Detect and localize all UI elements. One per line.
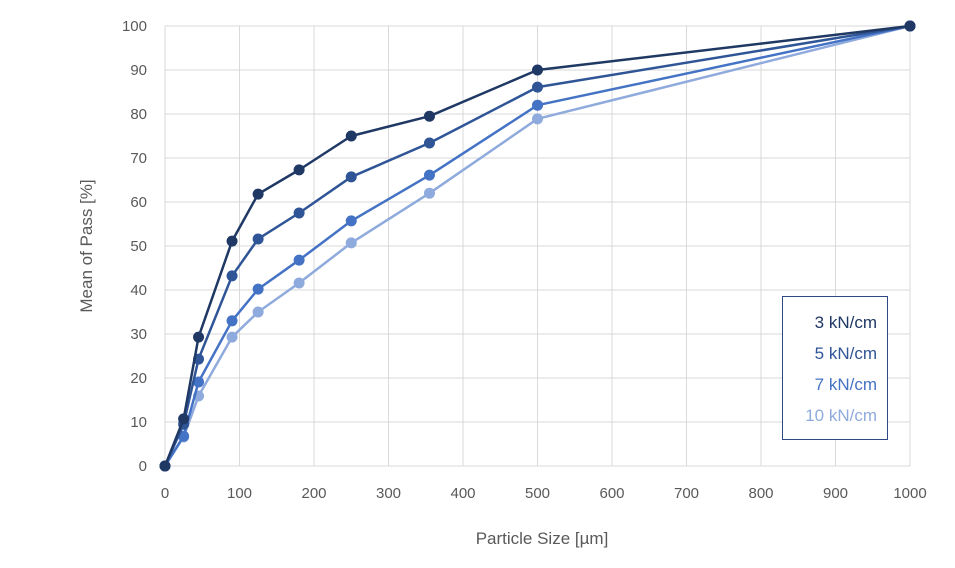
series-line	[163, 24, 911, 467]
y-tick-label: 70	[130, 150, 147, 167]
x-tick-label: 400	[450, 485, 475, 502]
data-point	[345, 215, 357, 227]
x-tick-label: 700	[674, 485, 699, 502]
data-point	[252, 188, 264, 200]
x-tick-label: 300	[376, 485, 401, 502]
data-point	[532, 81, 543, 93]
data-point	[293, 277, 305, 289]
data-point	[345, 237, 357, 249]
legend-entry-7kn: 7 kN/cm	[814, 375, 877, 394]
x-tick-label: 100	[227, 485, 252, 502]
data-point	[293, 207, 305, 219]
data-point	[532, 99, 543, 111]
series-line	[163, 24, 911, 467]
data-point	[345, 171, 357, 183]
gridlines	[164, 25, 911, 467]
y-tick-label: 80	[130, 106, 147, 123]
y-tick-label: 10	[130, 414, 147, 431]
data-point	[159, 460, 171, 472]
y-tick-label: 0	[139, 458, 147, 475]
legend: 3 kN/cm 5 kN/cm 7 kN/cm 10 kN/cm	[782, 296, 888, 440]
y-tick-label: 60	[130, 194, 147, 211]
data-point	[345, 130, 357, 142]
x-tick-label: 200	[301, 485, 326, 502]
data-point	[226, 315, 238, 327]
data-point	[423, 110, 435, 122]
y-tick-label: 100	[122, 18, 147, 35]
data-point	[293, 164, 305, 176]
y-tick-label: 40	[130, 282, 147, 299]
y-tick-label: 20	[130, 370, 147, 387]
data-point	[423, 187, 435, 199]
x-tick-label: 600	[599, 485, 624, 502]
legend-entry-3kn: 3 kN/cm	[814, 313, 877, 332]
series-group	[159, 20, 916, 472]
data-point	[252, 233, 264, 245]
x-tick-label: 800	[748, 485, 773, 502]
data-point	[226, 235, 238, 247]
data-point	[904, 20, 916, 32]
x-tick-label: 1000	[893, 485, 926, 502]
data-point	[252, 306, 264, 318]
data-point	[423, 137, 435, 149]
x-tick-label: 0	[161, 485, 169, 502]
x-axis-label: Particle Size [µm]	[476, 529, 609, 548]
data-point	[226, 331, 238, 343]
data-point	[193, 331, 205, 343]
legend-entry-5kn: 5 kN/cm	[814, 344, 877, 363]
y-tick-label: 50	[130, 238, 147, 255]
data-point	[226, 270, 238, 282]
y-tick-label: 30	[130, 326, 147, 343]
data-point	[178, 413, 190, 425]
data-point	[293, 254, 305, 266]
x-tick-label: 900	[823, 485, 848, 502]
data-point	[532, 64, 543, 76]
series-line	[163, 24, 911, 467]
legend-entry-10kn: 10 kN/cm	[805, 406, 877, 425]
data-point	[532, 113, 543, 125]
data-point	[423, 169, 435, 181]
y-tick-label: 90	[130, 62, 147, 79]
series-line	[163, 24, 911, 467]
data-point	[193, 376, 205, 388]
x-tick-label: 500	[525, 485, 550, 502]
data-point	[252, 283, 264, 295]
y-axis-label: Mean of Pass [%]	[77, 179, 96, 312]
